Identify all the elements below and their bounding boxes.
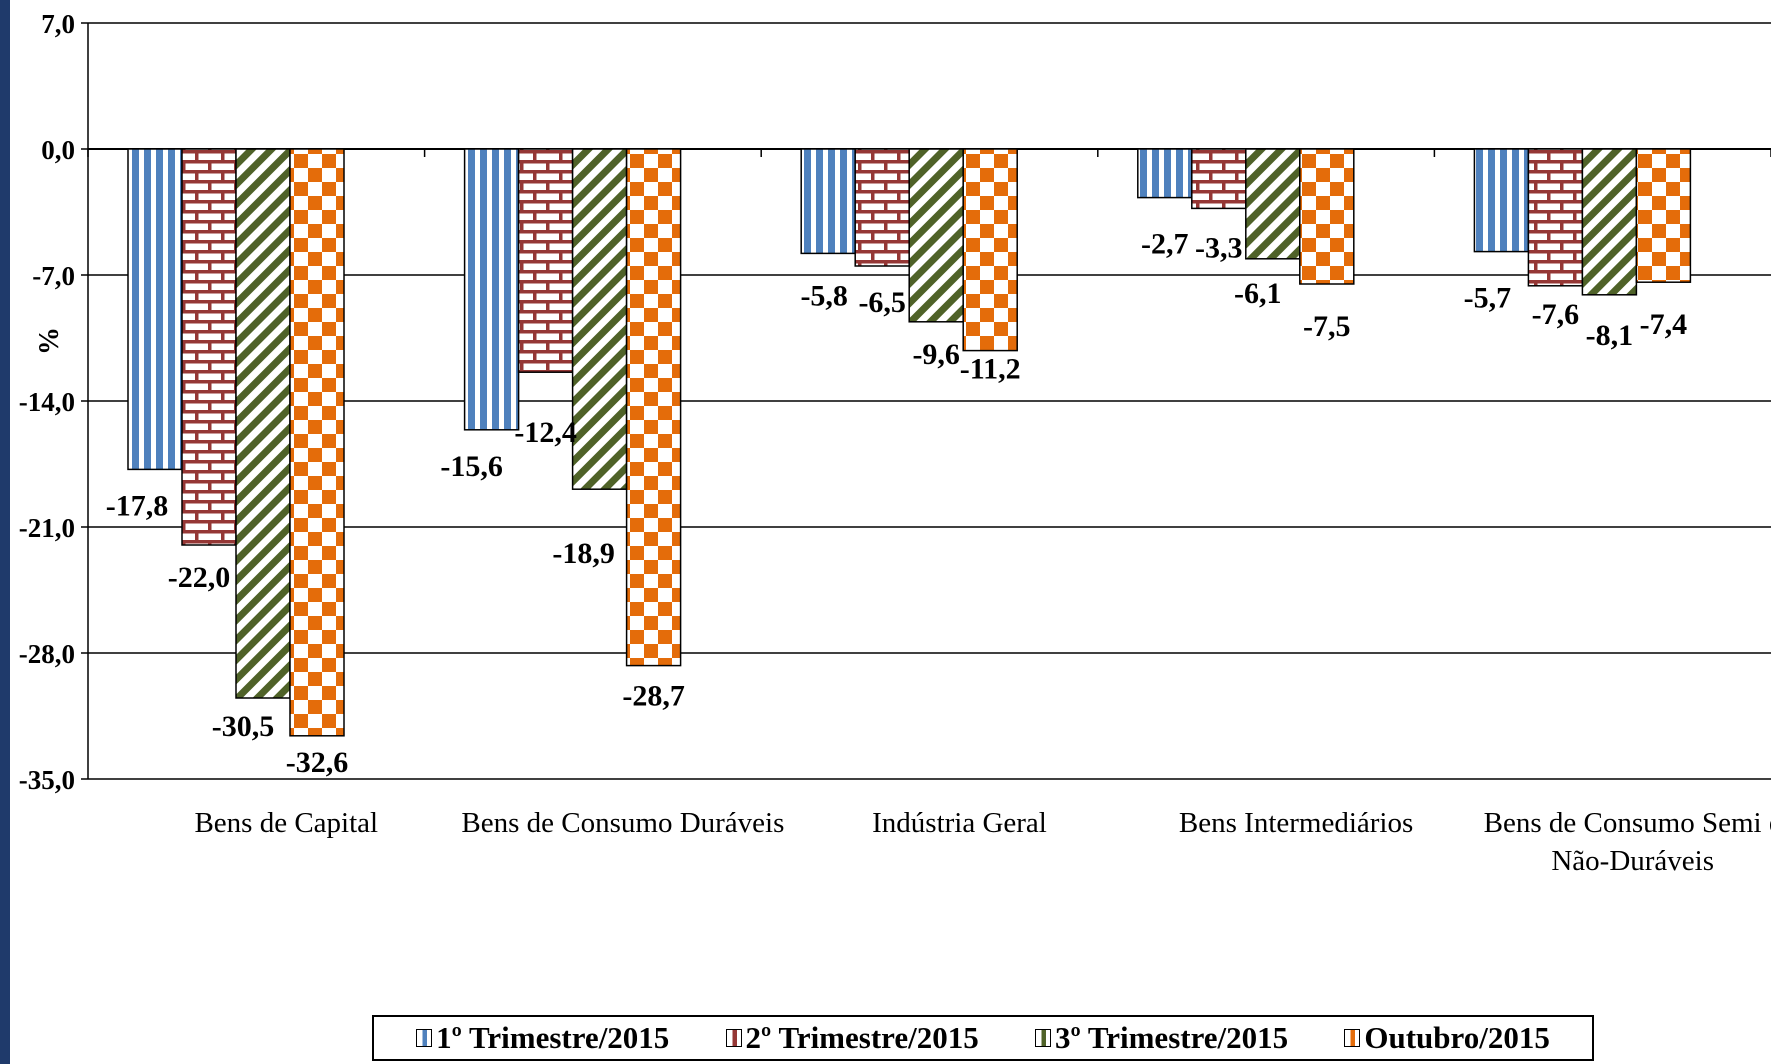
y-tick-label: -14,0 (19, 387, 75, 417)
bar-series-2 (517, 148, 574, 373)
legend-swatch (1034, 1029, 1051, 1047)
category-label: Bens de Consumo Duráveis (461, 807, 784, 839)
legend-text: 2º Trimestre/2015 (745, 1020, 979, 1055)
y-tick-label: -21,0 (19, 513, 75, 543)
bar-series-4 (625, 148, 682, 667)
bar-series-1 (127, 148, 183, 471)
bar-series-1 (463, 148, 520, 431)
bar-series-1 (1473, 148, 1530, 253)
legend-swatch (725, 1029, 742, 1047)
bar-series-3 (235, 148, 291, 699)
legend-item: 3º Trimestre/2015 (1034, 1020, 1289, 1056)
legend-swatch (416, 1029, 433, 1047)
y-tick-label: -35,0 (19, 765, 75, 795)
bar-series-2 (854, 148, 910, 267)
bar-series-2 (1191, 148, 1247, 210)
bar-series-4 (962, 148, 1018, 352)
data-label: -7,6 (1532, 298, 1580, 331)
data-label: -15,6 (440, 450, 503, 483)
legend-item: 1º Trimestre/2015 (416, 1020, 669, 1056)
bar-series-3 (1581, 148, 1638, 296)
data-label: -11,2 (960, 353, 1021, 386)
data-label: -32,6 (286, 746, 349, 779)
data-label: -5,7 (1464, 282, 1512, 315)
legend-text: Outubro/2015 (1364, 1020, 1550, 1055)
bar-series-3 (908, 148, 964, 323)
axis-layer: 7,0 0,0 -7,0 -14,0 -21,0 -28,0 -35,0% Bens de C… (19, 9, 1771, 877)
bar-series-2 (181, 148, 237, 546)
data-label: -6,5 (858, 286, 906, 319)
y-tick-label: -28,0 (19, 639, 75, 669)
legend-item: 2º Trimestre/2015 (725, 1020, 979, 1056)
bar-series-1 (1137, 148, 1193, 199)
bar-series-3 (1245, 148, 1301, 260)
bar-series-4 (1635, 148, 1692, 283)
bar-series-2 (1527, 148, 1584, 287)
legend-swatch (1344, 1029, 1361, 1047)
legend-text: 3º Trimestre/2015 (1054, 1020, 1289, 1055)
labels-layer: -17,8 -15,6 -5,8 -2,7 -5,7 -22,0 -12,4 -6,5 -3,3… (106, 228, 1687, 779)
data-label: -8,1 (1586, 319, 1634, 352)
bar-series-4 (289, 148, 345, 737)
category-label: Bens Intermediários (1179, 807, 1413, 839)
data-label: -6,1 (1234, 277, 1282, 310)
data-label: -7,5 (1303, 310, 1351, 343)
legend-text: 1º Trimestre/2015 (436, 1020, 670, 1055)
data-label: -2,7 (1141, 228, 1189, 261)
bars-layer (127, 148, 1692, 737)
bar-series-4 (1299, 148, 1355, 285)
y-axis-label: % (34, 327, 65, 355)
data-label: -5,8 (800, 279, 848, 312)
y-tick-label: 7,0 (41, 9, 75, 39)
bar-series-1 (800, 148, 856, 255)
left-border (0, 0, 10, 1064)
data-label: -28,7 (622, 680, 685, 713)
bar-series-3 (571, 148, 628, 490)
data-label: -22,0 (168, 561, 231, 594)
data-label: -17,8 (106, 489, 169, 522)
legend: 1º Trimestre/2015 2º Trimestre/2015 3º Tri… (372, 1015, 1594, 1061)
category-label: Bens de Consumo Semi e (1484, 807, 1771, 839)
data-label: -3,3 (1195, 231, 1243, 264)
category-label: Bens de Capital (194, 807, 378, 839)
data-label: -7,4 (1640, 308, 1688, 341)
legend-item: Outubro/2015 (1344, 1020, 1550, 1056)
category-label: Não-Duráveis (1551, 845, 1714, 877)
data-label: -12,4 (514, 416, 577, 449)
category-label: Indústria Geral (872, 807, 1047, 839)
data-label: -18,9 (552, 537, 615, 570)
data-label: -9,6 (912, 338, 960, 371)
y-tick-label: 0,0 (41, 135, 75, 165)
data-label: -30,5 (212, 710, 275, 743)
y-tick-label: -7,0 (32, 261, 75, 291)
